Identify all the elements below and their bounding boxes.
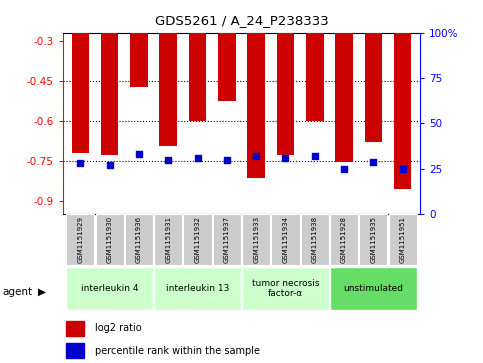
- Point: [164, 157, 172, 163]
- FancyBboxPatch shape: [213, 214, 241, 265]
- Text: GSM1151935: GSM1151935: [370, 216, 376, 263]
- Text: GSM1151933: GSM1151933: [253, 216, 259, 263]
- FancyBboxPatch shape: [66, 214, 95, 265]
- Point: [311, 153, 319, 159]
- FancyBboxPatch shape: [330, 267, 417, 310]
- Bar: [247, 0, 265, 178]
- Text: interleukin 4: interleukin 4: [81, 284, 139, 293]
- Text: GSM1151931: GSM1151931: [165, 216, 171, 263]
- Bar: [66, 321, 84, 336]
- Text: GSM1151938: GSM1151938: [312, 216, 318, 263]
- Point: [282, 155, 289, 161]
- Point: [194, 155, 201, 161]
- Bar: [335, 0, 353, 162]
- Text: GSM1151951: GSM1151951: [399, 216, 406, 263]
- Text: GSM1151928: GSM1151928: [341, 216, 347, 263]
- Text: ▶: ▶: [38, 287, 46, 297]
- FancyBboxPatch shape: [154, 267, 241, 310]
- Bar: [277, 0, 294, 155]
- Point: [340, 166, 348, 172]
- Text: GSM1151937: GSM1151937: [224, 216, 230, 263]
- FancyBboxPatch shape: [125, 214, 153, 265]
- Bar: [365, 0, 382, 142]
- Text: percentile rank within the sample: percentile rank within the sample: [95, 346, 260, 356]
- FancyBboxPatch shape: [242, 214, 270, 265]
- FancyBboxPatch shape: [359, 214, 387, 265]
- Bar: [101, 0, 118, 155]
- FancyBboxPatch shape: [154, 214, 182, 265]
- Point: [135, 151, 143, 157]
- Bar: [71, 0, 89, 153]
- FancyBboxPatch shape: [301, 214, 329, 265]
- Text: tumor necrosis
factor-α: tumor necrosis factor-α: [252, 279, 319, 298]
- Text: GSM1151934: GSM1151934: [283, 216, 288, 263]
- Point: [252, 153, 260, 159]
- Text: GSM1151929: GSM1151929: [77, 216, 84, 263]
- Point: [106, 162, 114, 168]
- FancyBboxPatch shape: [271, 214, 299, 265]
- Text: interleukin 13: interleukin 13: [166, 284, 229, 293]
- Bar: [189, 0, 206, 121]
- Bar: [394, 0, 412, 189]
- Text: GDS5261 / A_24_P238333: GDS5261 / A_24_P238333: [155, 15, 328, 28]
- Text: GSM1151932: GSM1151932: [195, 216, 200, 263]
- Point: [223, 157, 231, 163]
- FancyBboxPatch shape: [388, 214, 417, 265]
- Bar: [130, 0, 148, 87]
- Text: agent: agent: [2, 287, 32, 297]
- FancyBboxPatch shape: [184, 214, 212, 265]
- Text: GSM1151930: GSM1151930: [107, 216, 113, 263]
- Bar: [66, 343, 84, 358]
- FancyBboxPatch shape: [242, 267, 329, 310]
- Point: [399, 166, 407, 172]
- FancyBboxPatch shape: [330, 214, 358, 265]
- Text: unstimulated: unstimulated: [343, 284, 403, 293]
- Bar: [218, 0, 236, 101]
- Bar: [159, 0, 177, 146]
- Point: [76, 160, 84, 166]
- FancyBboxPatch shape: [96, 214, 124, 265]
- FancyBboxPatch shape: [66, 267, 153, 310]
- Bar: [306, 0, 324, 121]
- Point: [369, 159, 377, 164]
- Text: GSM1151936: GSM1151936: [136, 216, 142, 263]
- Text: log2 ratio: log2 ratio: [95, 323, 142, 333]
